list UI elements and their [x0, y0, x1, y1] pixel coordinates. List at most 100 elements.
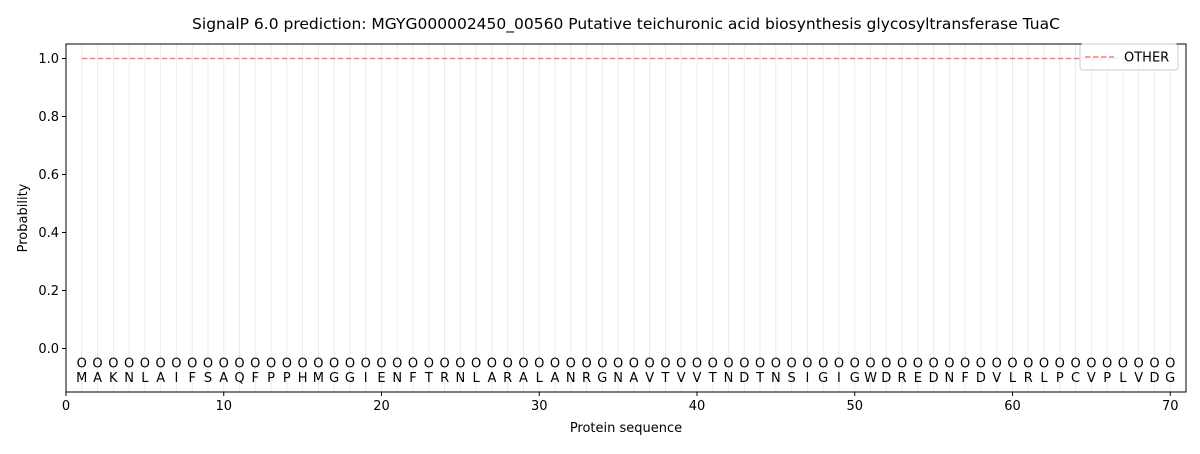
region-marker: O — [376, 357, 386, 372]
residue-label: I — [805, 371, 809, 386]
x-tick-label: 40 — [689, 399, 706, 414]
region-marker: O — [928, 357, 938, 372]
region-marker: O — [1165, 357, 1175, 372]
y-tick-label: 0.4 — [38, 226, 59, 241]
residue-label: T — [755, 371, 764, 386]
residue-label: T — [708, 371, 717, 386]
y-tick-label: 0.8 — [38, 110, 59, 125]
residue-label: N — [724, 371, 734, 386]
region-marker: O — [234, 357, 244, 372]
residue-label: A — [93, 371, 102, 386]
legend-box — [1079, 43, 1179, 71]
residue-label: T — [660, 371, 669, 386]
x-tick-label: 0 — [62, 399, 70, 414]
residue-label: N — [771, 371, 781, 386]
residue-label: A — [219, 371, 228, 386]
vertical-gridlines — [81, 44, 1171, 392]
residue-label: E — [914, 371, 922, 386]
residue-label: F — [961, 371, 968, 386]
region-marker: O — [487, 357, 497, 372]
residue-label: D — [881, 371, 891, 386]
x-tick-label: 30 — [531, 399, 548, 414]
region-marker: O — [566, 357, 576, 372]
region-marker: O — [171, 357, 181, 372]
region-marker: O — [1149, 357, 1159, 372]
y-axis-label: Probability — [16, 183, 31, 252]
residue-label: V — [693, 371, 702, 386]
residue-label: D — [1149, 371, 1159, 386]
region-marker: O — [518, 357, 528, 372]
residue-label: W — [864, 371, 877, 386]
residue-label: N — [124, 371, 134, 386]
region-marker: O — [944, 357, 954, 372]
region-marker: O — [108, 357, 118, 372]
y-tick-label: 0.2 — [38, 284, 59, 299]
region-marker: O — [834, 357, 844, 372]
x-tick-label: 10 — [215, 399, 232, 414]
residue-label: R — [582, 371, 591, 386]
residue-label: G — [1165, 371, 1175, 386]
region-marker: O — [1039, 357, 1049, 372]
residue-label: V — [1134, 371, 1143, 386]
residue-label: I — [364, 371, 368, 386]
region-marker: O — [1086, 357, 1096, 372]
residue-label: V — [992, 371, 1001, 386]
region-marker: O — [913, 357, 923, 372]
region-marker: O — [361, 357, 371, 372]
residue-label: H — [298, 371, 308, 386]
residue-label: K — [109, 371, 118, 386]
x-tick-label: 50 — [846, 399, 863, 414]
region-marker: O — [897, 357, 907, 372]
residue-label: L — [473, 371, 481, 386]
region-marker: O — [976, 357, 986, 372]
region-marker: O — [534, 357, 544, 372]
region-marker: O — [676, 357, 686, 372]
residue-label: G — [329, 371, 339, 386]
plot-area — [65, 43, 1187, 393]
residue-label: I — [175, 371, 179, 386]
residue-label: G — [345, 371, 355, 386]
region-marker: O — [1102, 357, 1112, 372]
residue-label: D — [976, 371, 986, 386]
region-marker: O — [802, 357, 812, 372]
residue-label: S — [204, 371, 212, 386]
region-marker: O — [771, 357, 781, 372]
region-marker: O — [865, 357, 875, 372]
region-marker: O — [1070, 357, 1080, 372]
residue-label: L — [1009, 371, 1017, 386]
residue-label: D — [929, 371, 939, 386]
residue-label: C — [1071, 371, 1080, 386]
region-marker: O — [250, 357, 260, 372]
residue-label: L — [141, 371, 149, 386]
residue-label: L — [536, 371, 544, 386]
residue-label: L — [1119, 371, 1127, 386]
legend-label-other: OTHER — [1124, 51, 1169, 66]
region-marker: O — [645, 357, 655, 372]
legend: OTHER — [1079, 43, 1179, 71]
chart-title: SignalP 6.0 prediction: MGYG000002450_00… — [192, 15, 1060, 34]
region-marker: O — [787, 357, 797, 372]
residue-label: M — [76, 371, 87, 386]
residue-label: F — [188, 371, 195, 386]
residue-label: R — [503, 371, 512, 386]
residue-label: R — [898, 371, 907, 386]
region-marker: O — [992, 357, 1002, 372]
residue-label: N — [392, 371, 402, 386]
region-marker: O — [581, 357, 591, 372]
x-axis-ticks: 0 10 20 30 40 50 60 70 — [62, 392, 1178, 414]
residue-label: V — [645, 371, 654, 386]
residue-label: M — [313, 371, 324, 386]
region-marker: O — [455, 357, 465, 372]
residue-label: G — [597, 371, 607, 386]
residue-label: R — [440, 371, 449, 386]
y-axis-ticks: 0.0 0.2 0.4 0.6 0.8 1.0 — [38, 52, 66, 357]
region-marker: O — [266, 357, 276, 372]
x-tick-label: 60 — [1004, 399, 1021, 414]
region-marker: O — [92, 357, 102, 372]
residue-label: E — [377, 371, 385, 386]
region-marker: O — [345, 357, 355, 372]
residue-label: G — [818, 371, 828, 386]
region-marker: O — [1055, 357, 1065, 372]
residue-label: Q — [234, 371, 244, 386]
